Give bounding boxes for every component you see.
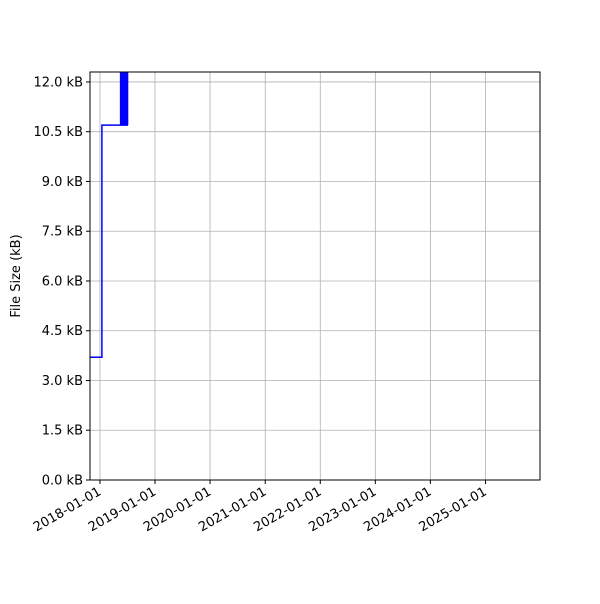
y-tick-label: 10.5 kB: [33, 125, 83, 140]
y-axis: 0.0 kB 1.5 kB 3.0 kB 4.5 kB 6.0 kB 7.5 kB 9.0 …: [33, 75, 90, 489]
y-tick-label: 12.0 kB: [33, 75, 83, 90]
x-axis: 2018-01-012019-01-012020-01-012021-01-01…: [31, 480, 490, 535]
y-tick-label: 9.0 kB: [42, 175, 83, 190]
y-axis-label: File Size (kB): [9, 234, 24, 317]
y-tick-label: 3.0 kB: [42, 374, 83, 389]
axes-frame: [89, 71, 541, 481]
series-line: [90, 72, 129, 359]
plot-area: [90, 72, 129, 359]
y-tick-label: 0.0 kB: [42, 474, 83, 489]
y-tick-label: 6.0 kB: [42, 274, 83, 289]
y-tick-label: 4.5 kB: [42, 324, 83, 339]
y-tick-label: 7.5 kB: [42, 225, 83, 240]
grid: [90, 72, 540, 481]
y-tick-label: 1.5 kB: [42, 424, 83, 439]
